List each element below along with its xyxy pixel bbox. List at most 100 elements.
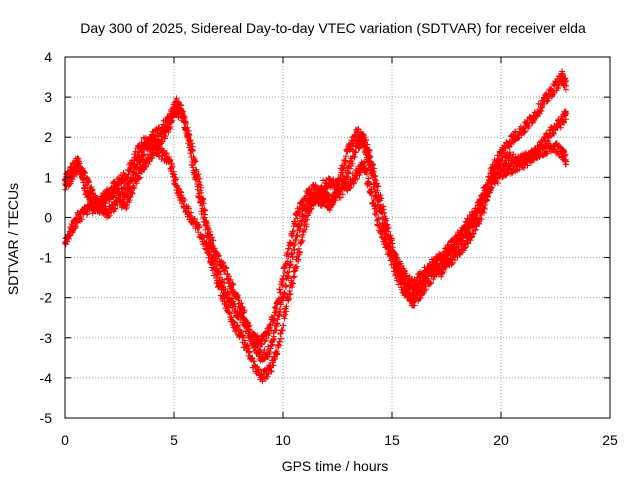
data-point <box>352 149 359 156</box>
data-point <box>563 116 570 123</box>
data-point <box>85 179 92 186</box>
data-point <box>229 280 236 287</box>
data-point <box>360 139 367 146</box>
data-point <box>295 256 302 263</box>
data-point <box>563 82 570 89</box>
data-point <box>469 222 476 229</box>
data-point <box>214 261 221 268</box>
data-point <box>478 216 485 223</box>
data-point <box>340 165 347 172</box>
data-point <box>79 173 86 180</box>
data-point <box>171 171 178 178</box>
data-point <box>245 326 252 333</box>
y-tick-label: 0 <box>44 209 52 225</box>
data-point <box>238 300 245 307</box>
data-point <box>286 288 293 295</box>
data-point <box>516 166 523 173</box>
data-point <box>290 274 297 281</box>
data-point <box>246 348 253 355</box>
data-point <box>538 108 545 115</box>
data-point <box>289 253 296 260</box>
data-point <box>280 322 287 329</box>
data-point <box>135 170 142 177</box>
data-point <box>372 189 379 196</box>
data-point <box>355 125 362 132</box>
data-point <box>264 354 271 361</box>
data-point <box>140 166 147 173</box>
data-point <box>122 179 129 186</box>
data-point <box>169 163 176 170</box>
data-point <box>397 266 404 273</box>
data-point <box>206 234 213 241</box>
data-point <box>346 165 353 172</box>
data-point <box>270 337 277 344</box>
data-point <box>234 322 241 329</box>
data-point <box>283 308 290 315</box>
data-point <box>217 271 224 278</box>
data-point <box>375 215 382 222</box>
data-point <box>563 158 570 165</box>
data-point <box>294 215 301 222</box>
data-point <box>524 162 531 169</box>
y-tick-label: -3 <box>40 330 53 346</box>
data-point <box>222 285 229 292</box>
data-point <box>301 213 308 220</box>
data-point <box>282 311 289 318</box>
data-point <box>82 170 89 177</box>
data-point <box>480 195 487 202</box>
data-point <box>223 265 230 272</box>
data-point <box>281 315 288 322</box>
data-point <box>241 315 248 322</box>
data-point <box>335 181 342 188</box>
data-point <box>417 294 424 301</box>
data-point <box>188 147 195 154</box>
data-point <box>491 168 498 175</box>
data-point <box>281 290 288 297</box>
data-point <box>196 223 203 230</box>
data-point <box>366 155 373 162</box>
data-point <box>361 139 368 146</box>
data-point <box>273 305 280 312</box>
data-point <box>188 154 195 161</box>
data-point <box>277 308 284 315</box>
data-point <box>186 142 193 149</box>
data-point <box>337 194 344 201</box>
y-tick-label: -5 <box>40 410 53 426</box>
data-point <box>289 280 296 287</box>
data-point <box>84 210 91 217</box>
data-point <box>227 276 234 283</box>
data-point <box>228 295 235 302</box>
data-point <box>62 241 69 248</box>
data-point <box>377 230 384 237</box>
data-point <box>347 184 354 191</box>
data-point <box>385 224 392 231</box>
data-point <box>131 184 138 191</box>
data-point <box>343 153 350 160</box>
data-point <box>378 195 385 202</box>
data-point <box>423 275 430 282</box>
data-point <box>444 252 451 259</box>
data-point <box>136 174 143 181</box>
plot-frame <box>64 56 611 419</box>
data-point <box>511 128 518 135</box>
data-point <box>399 272 406 279</box>
data-point <box>542 141 549 148</box>
data-point <box>472 214 479 221</box>
data-point <box>184 133 191 140</box>
data-point <box>136 175 143 182</box>
data-point <box>199 207 206 214</box>
data-point <box>394 260 401 267</box>
data-point <box>458 227 465 234</box>
data-point <box>182 119 189 126</box>
data-point <box>138 139 145 146</box>
data-point <box>141 151 148 158</box>
data-point <box>249 355 256 362</box>
data-point <box>193 175 200 182</box>
data-point <box>496 158 503 165</box>
data-point <box>467 237 474 244</box>
data-point <box>203 222 210 229</box>
data-point <box>301 226 308 233</box>
data-point <box>192 216 199 223</box>
data-point <box>465 228 472 235</box>
